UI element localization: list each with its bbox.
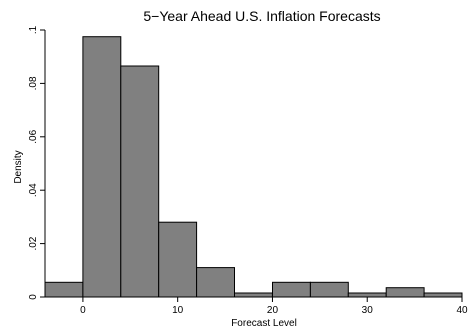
x-tick-label: 40 [456, 305, 468, 316]
x-tick-label: 20 [267, 305, 279, 316]
histogram-bar [272, 281, 311, 298]
histogram-bar [196, 267, 236, 298]
y-ticks-group: 0 .02 .04 .06 .08 .1 [28, 25, 45, 300]
chart-title: 5−Year Ahead U.S. Inflation Forecasts [143, 8, 380, 24]
histogram-bar [234, 292, 273, 298]
x-tick-label: 30 [362, 305, 374, 316]
bars-group [44, 36, 463, 298]
y-tick-label: .04 [28, 183, 39, 197]
x-axis-label: Forecast Level [231, 318, 297, 329]
histogram-bar [309, 281, 349, 298]
y-tick-label: .1 [28, 25, 39, 34]
histogram-bar [82, 36, 122, 298]
y-axis-label: Density [13, 150, 24, 183]
histogram-bar [385, 287, 425, 298]
y-tick-label: 0 [28, 294, 39, 300]
x-tick-label: 10 [172, 305, 184, 316]
y-tick-label: .02 [28, 236, 39, 250]
histogram-bar [347, 292, 387, 298]
histogram-bar [120, 65, 160, 298]
y-tick-label: .06 [28, 129, 39, 143]
histogram-bar [158, 221, 198, 298]
histogram-bar [44, 281, 84, 298]
x-tick-label: 0 [80, 305, 86, 316]
y-tick-label: .08 [28, 76, 39, 90]
histogram-bar [423, 292, 463, 298]
x-ticks-group: 0 10 20 30 40 [80, 297, 468, 316]
